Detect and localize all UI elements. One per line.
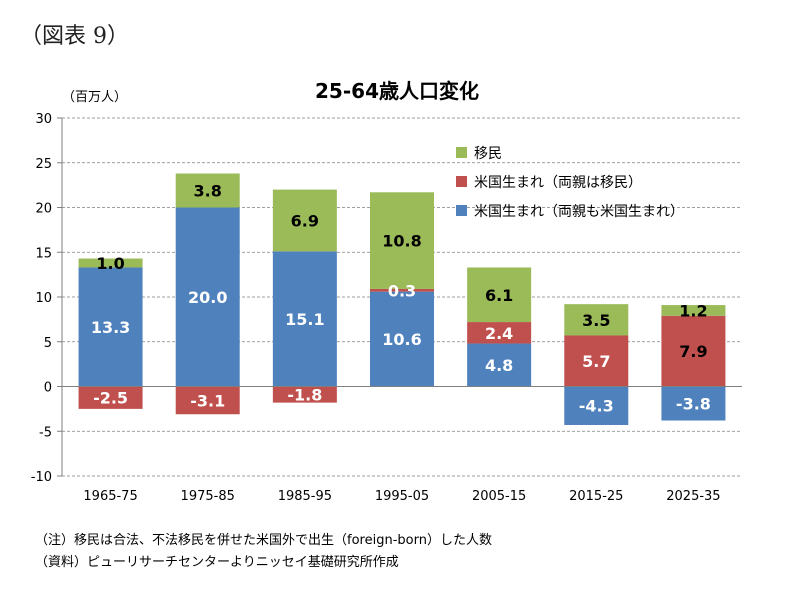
footnote-note: （注）移民は合法、不法移民を併せた米国外で出生（foreign-born）した人… <box>35 533 492 548</box>
y-tick-label: 20 <box>35 202 52 217</box>
x-tick-label: 1975-85 <box>181 489 235 504</box>
x-tick-label: 1985-95 <box>278 489 332 504</box>
chart-title: 25-64歳人口変化 <box>315 79 479 103</box>
legend-swatch <box>456 205 467 216</box>
y-tick-label: 15 <box>35 246 52 261</box>
bar-segment <box>78 267 143 387</box>
bar-segment <box>564 386 629 425</box>
bar-segment <box>467 267 532 323</box>
x-tick-label: 1965-75 <box>83 489 137 504</box>
bar-segment <box>78 386 143 409</box>
data-label: 2.4 <box>485 324 513 343</box>
y-tick-label: 5 <box>44 336 52 351</box>
data-label: 3.5 <box>582 311 610 330</box>
legend-label: 米国生まれ（両親も米国生まれ） <box>474 204 684 220</box>
bar-segment <box>661 305 726 316</box>
legend-swatch <box>456 147 467 158</box>
data-label: -3.1 <box>190 391 225 410</box>
y-tick-label: 0 <box>44 381 52 396</box>
bar-segment <box>78 258 143 268</box>
bars <box>78 173 726 425</box>
y-axis-unit-label: （百万人） <box>62 90 127 105</box>
bar-segment <box>370 288 434 292</box>
bar-segment <box>175 386 240 415</box>
legend-label: 移民 <box>474 146 502 162</box>
data-label: 4.8 <box>485 356 513 375</box>
x-tick-label: 2015-25 <box>569 489 623 504</box>
bar-segment <box>175 173 240 208</box>
footnote-source: （資料）ピューリサーチセンターよりニッセイ基礎研究所作成 <box>35 555 399 570</box>
bar-segment <box>272 189 337 252</box>
x-tick-label: 2005-15 <box>472 489 526 504</box>
data-label: 1.2 <box>679 301 707 320</box>
data-labels: 13.3 -2.5 1.0 20.0 -3.1 3.8 15.1 -1.8 6.9 10.6 0.3… <box>91 181 711 415</box>
data-label: -3.8 <box>676 395 711 414</box>
bar-segment <box>564 304 629 336</box>
data-label: 5.7 <box>582 352 610 371</box>
data-label: 3.8 <box>194 181 222 200</box>
y-tick-label: -10 <box>31 470 52 485</box>
data-label: 7.9 <box>679 342 707 361</box>
bar-segment <box>661 386 726 421</box>
bar-segment <box>272 251 337 387</box>
data-label: -1.8 <box>287 386 322 405</box>
bar-segment <box>467 322 532 344</box>
data-label: 20.0 <box>188 288 227 307</box>
x-tick-label: 2025-35 <box>666 489 720 504</box>
data-label: 1.0 <box>96 254 124 273</box>
data-label: 0.3 <box>388 281 416 300</box>
data-label: -4.3 <box>579 397 614 416</box>
data-label: 15.1 <box>285 310 324 329</box>
y-tick-label: 30 <box>35 112 52 127</box>
axes: -10 -5 0 5 10 15 20 25 30 1965-75 1975-85 1985-95 19… <box>31 112 742 504</box>
bar-segment <box>370 192 434 289</box>
bar-segment <box>661 315 726 387</box>
figure-label: （図表 9） <box>20 24 129 49</box>
legend-label: 米国生まれ（両親は移民） <box>474 175 642 191</box>
bar-segment <box>272 386 337 403</box>
x-tick-label: 1995-05 <box>375 489 429 504</box>
data-label: 6.9 <box>291 211 319 230</box>
bar-segment <box>370 291 434 387</box>
y-tick-label: -5 <box>39 425 52 440</box>
bar-segment <box>467 343 532 387</box>
legend-swatch <box>456 176 467 187</box>
y-tick-label: 10 <box>35 291 52 306</box>
data-label: 13.3 <box>91 318 130 337</box>
data-label: -2.5 <box>93 389 128 408</box>
y-tick-label: 25 <box>35 157 52 172</box>
data-label: 6.1 <box>485 286 513 305</box>
bar-segment <box>564 335 629 387</box>
data-label: 10.8 <box>382 232 421 251</box>
bar-segment <box>175 207 240 387</box>
data-label: 10.6 <box>382 330 421 349</box>
